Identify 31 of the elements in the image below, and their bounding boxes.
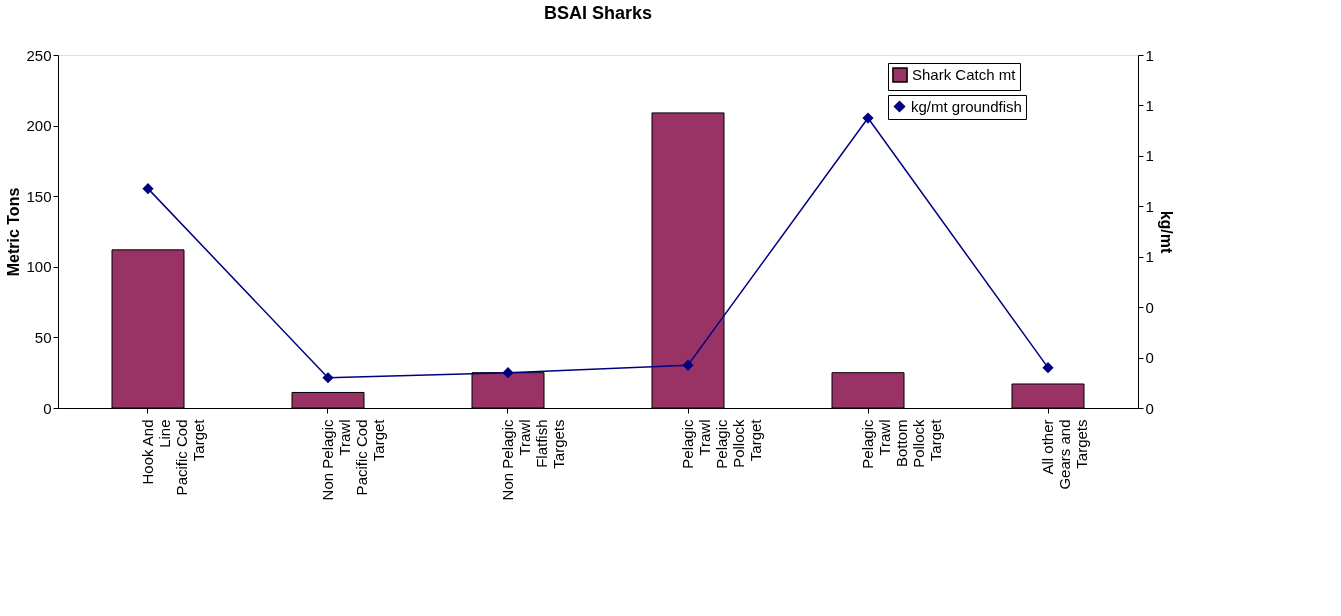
chart-title: BSAI Sharks: [543, 3, 653, 23]
x-tick-label: Hook And Line Pacific Cod Target: [139, 418, 207, 496]
y2-tick-label: 1: [1145, 197, 1154, 215]
point: [502, 367, 514, 378]
y-tick-label: 0: [43, 399, 52, 417]
legend-label: Shark Catch mt: [912, 66, 1017, 83]
x-tick-label: All other Gears and Targets: [1039, 419, 1090, 490]
y-tick-label: 50: [34, 328, 52, 346]
y2-tick-label: 0: [1145, 349, 1154, 367]
y-axis-title: Metric Tons: [5, 187, 23, 277]
x-tick-label: Non Pelagic Trawl Pacific Cod Target: [319, 418, 387, 501]
y-tick-label: 200: [26, 117, 52, 135]
y-tick-label: 150: [26, 187, 52, 205]
legend-label: kg/mt groundfish: [911, 97, 1022, 115]
y2-tick-label: 1: [1145, 46, 1154, 64]
y2-tick-label: 1: [1145, 248, 1154, 266]
x-tick-label: Pelagic Trawl Bottom Pollock Target: [859, 418, 944, 469]
y-tick-label: 100: [26, 258, 52, 276]
y2-tick-label: 1: [1145, 147, 1154, 165]
y2-axis-title: kg/mt: [1157, 210, 1175, 255]
y-tick-label: 250: [26, 46, 52, 64]
point: [682, 359, 694, 371]
point: [322, 372, 334, 383]
x-tick-label: Pelagic Trawl Pelagic Pollock Target: [679, 418, 764, 469]
point: [1042, 362, 1054, 373]
y2-tick-label: 1: [1145, 96, 1154, 114]
point: [142, 183, 154, 194]
x-tick-label: Non Pelagic Trawl Flatfish Targets: [499, 419, 567, 501]
point: [862, 112, 874, 124]
y2-tick-label: 0: [1145, 298, 1154, 316]
y2-tick-label: 0: [1145, 399, 1154, 417]
